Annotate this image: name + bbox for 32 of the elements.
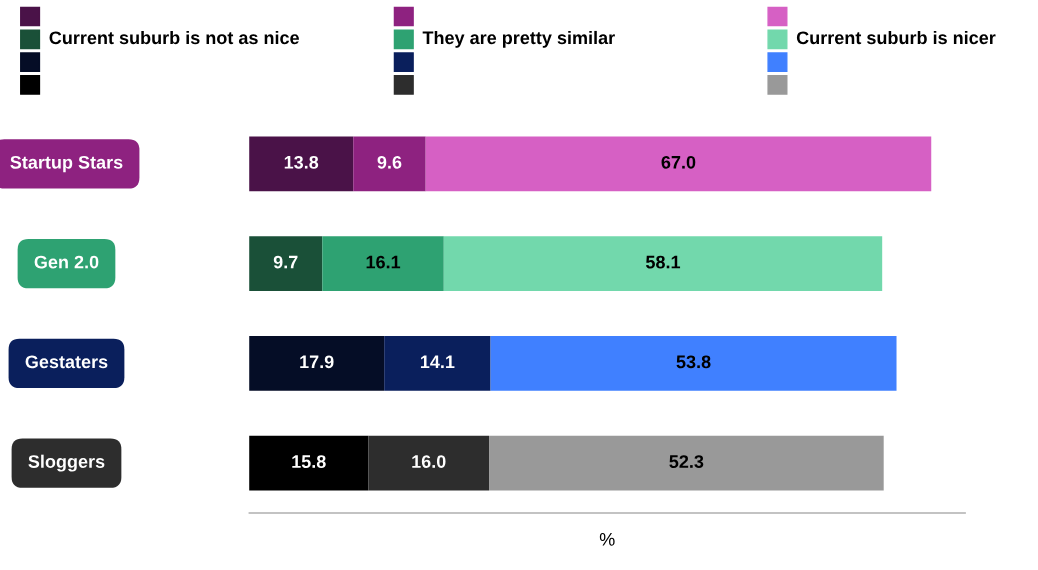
- data-label: 67.0: [661, 155, 696, 169]
- bar: [249, 435, 369, 491]
- y-tick-label: Startup Stars: [10, 155, 123, 173]
- bar: [425, 136, 932, 192]
- y-tick-label: Sloggers: [28, 454, 105, 472]
- legend-label: Current suburb is not as nice: [49, 30, 299, 45]
- bar: [249, 136, 354, 192]
- bar: [249, 335, 385, 391]
- data-label: 52.3: [669, 455, 704, 468]
- bar: [384, 335, 491, 391]
- y-tick-label: Gestaters: [25, 355, 108, 369]
- data-label: 9.6: [377, 155, 402, 169]
- data-label: 53.8: [676, 355, 711, 369]
- data-label: 9.7: [273, 255, 298, 269]
- legend-label: They are pretty similar: [422, 30, 615, 48]
- x-axis-title: %: [599, 533, 615, 546]
- bar: [490, 335, 897, 391]
- data-label: 13.8: [284, 155, 319, 169]
- data-label: 16.1: [366, 255, 401, 269]
- bar: [489, 435, 884, 491]
- bar: [368, 435, 490, 491]
- data-label: 14.1: [420, 355, 455, 369]
- y-tick-label: Gen 2.0: [34, 255, 99, 269]
- bar: [443, 236, 883, 292]
- data-label: 15.8: [292, 455, 326, 468]
- data-label: 17.9: [300, 355, 334, 369]
- data-label: 58.1: [645, 255, 681, 269]
- bar: [322, 236, 444, 292]
- legend-label: Current suburb is nicer: [796, 30, 996, 45]
- data-label: 16.0: [412, 455, 446, 468]
- bar: [249, 236, 323, 292]
- bar: [353, 136, 426, 192]
